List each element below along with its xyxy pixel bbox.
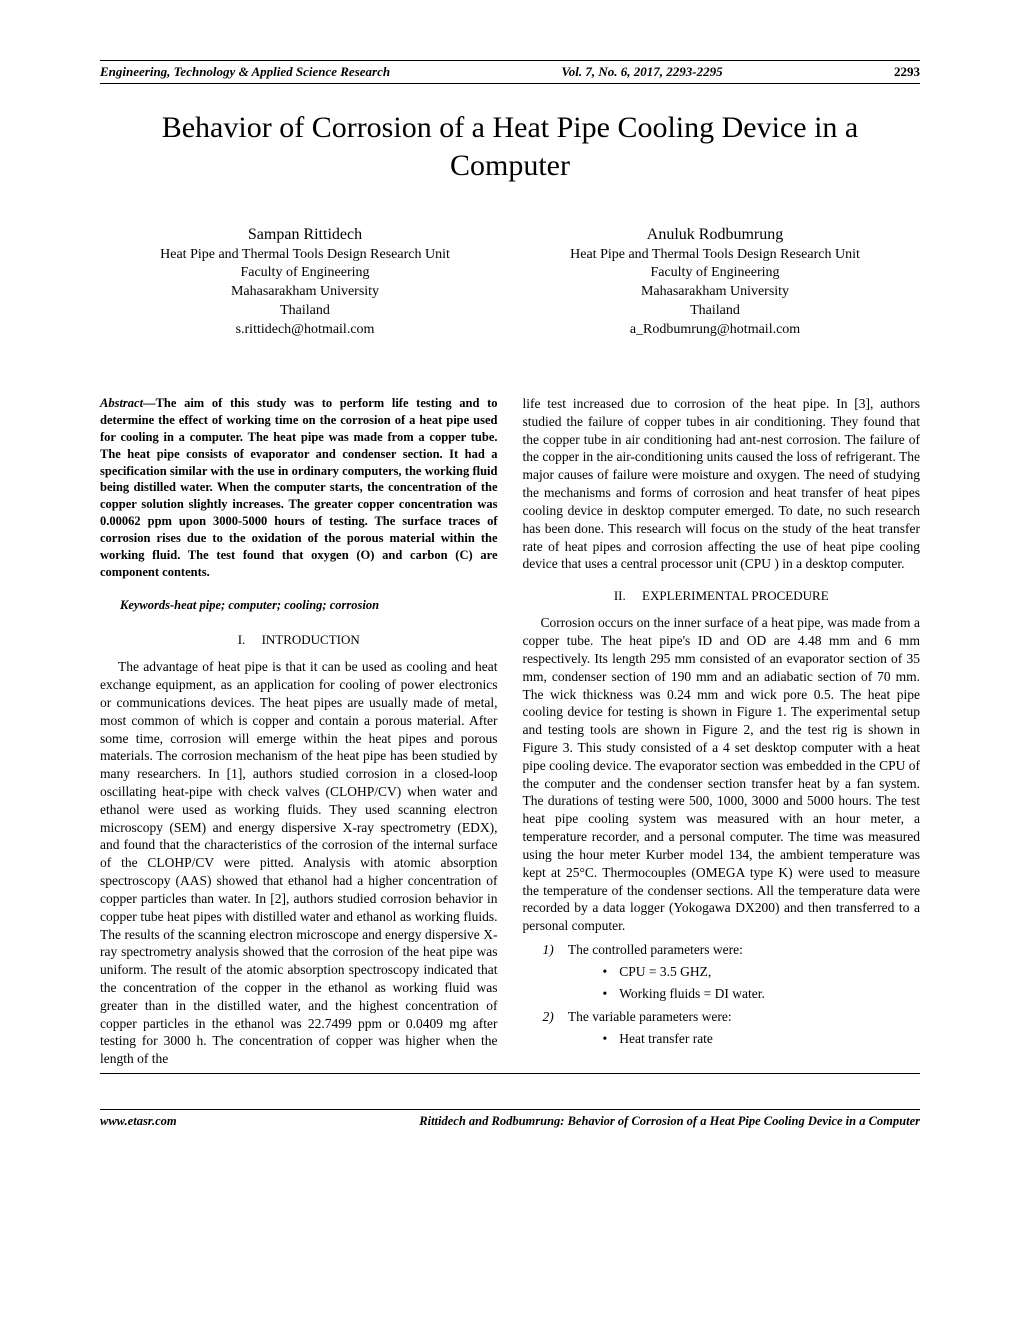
body-columns: Abstract—The aim of this study was to pe… (100, 395, 920, 1072)
right-column: life test increased due to corrosion of … (523, 395, 921, 1072)
page-number: 2293 (894, 64, 920, 80)
abstract-label: Abstract— (100, 396, 156, 410)
bullet: Heat transfer rate (603, 1030, 921, 1048)
abstract-text: The aim of this study was to perform lif… (100, 396, 498, 579)
paper-title: Behavior of Corrosion of a Heat Pipe Coo… (100, 109, 920, 184)
list-text: The controlled parameters were: (568, 942, 743, 957)
author-name: Anuluk Rodbumrung (570, 224, 860, 246)
section-num: II. (614, 588, 626, 603)
bullet: Working fluids = DI water. (603, 985, 921, 1003)
left-column: Abstract—The aim of this study was to pe… (100, 395, 498, 1072)
param-item-2: 2) The variable parameters were: (543, 1008, 921, 1026)
intro-para: The advantage of heat pipe is that it ca… (100, 658, 498, 1068)
author-unit: Heat Pipe and Thermal Tools Design Resea… (570, 246, 860, 265)
list-num: 2) (543, 1008, 565, 1026)
authors-section: Sampan Rittidech Heat Pipe and Thermal T… (100, 224, 920, 340)
section-name: INTRODUCTION (262, 632, 360, 647)
author-name: Sampan Rittidech (160, 224, 450, 246)
exp-para: Corrosion occurs on the inner surface of… (523, 614, 921, 935)
author-unit: Heat Pipe and Thermal Tools Design Resea… (160, 246, 450, 265)
section-num: I. (238, 632, 246, 647)
author-faculty: Faculty of Engineering (570, 264, 860, 283)
footer-url: www.etasr.com (100, 1114, 177, 1129)
param-item-1: 1) The controlled parameters were: (543, 941, 921, 959)
author-email: a_Rodbumrung@hotmail.com (570, 321, 860, 340)
author-country: Thailand (570, 302, 860, 321)
keywords: Keywords-heat pipe; computer; cooling; c… (100, 597, 498, 614)
author-university: Mahasarakham University (160, 283, 450, 302)
section-name: EXPLERIMENTAL PROCEDURE (642, 588, 829, 603)
abstract: Abstract—The aim of this study was to pe… (100, 395, 498, 581)
page-footer: www.etasr.com Rittidech and Rodbumrung: … (100, 1109, 920, 1129)
section-heading-exp: II. EXPLERIMENTAL PROCEDURE (523, 587, 921, 604)
author-university: Mahasarakham University (570, 283, 860, 302)
intro-para-cont: life test increased due to corrosion of … (523, 395, 921, 573)
author-country: Thailand (160, 302, 450, 321)
issue-info: Vol. 7, No. 6, 2017, 2293-2295 (562, 64, 723, 80)
author-block-1: Sampan Rittidech Heat Pipe and Thermal T… (160, 224, 450, 340)
author-block-2: Anuluk Rodbumrung Heat Pipe and Thermal … (570, 224, 860, 340)
list-text: The variable parameters were: (568, 1009, 732, 1024)
bullet: CPU = 3.5 GHZ, (603, 963, 921, 981)
section-heading-intro: I. INTRODUCTION (100, 631, 498, 648)
list-num: 1) (543, 941, 565, 959)
author-email: s.rittidech@hotmail.com (160, 321, 450, 340)
author-faculty: Faculty of Engineering (160, 264, 450, 283)
footer-citation: Rittidech and Rodbumrung: Behavior of Co… (419, 1114, 920, 1129)
footer-rule (100, 1072, 920, 1074)
page-header: Engineering, Technology & Applied Scienc… (100, 60, 920, 84)
journal-name: Engineering, Technology & Applied Scienc… (100, 64, 390, 80)
